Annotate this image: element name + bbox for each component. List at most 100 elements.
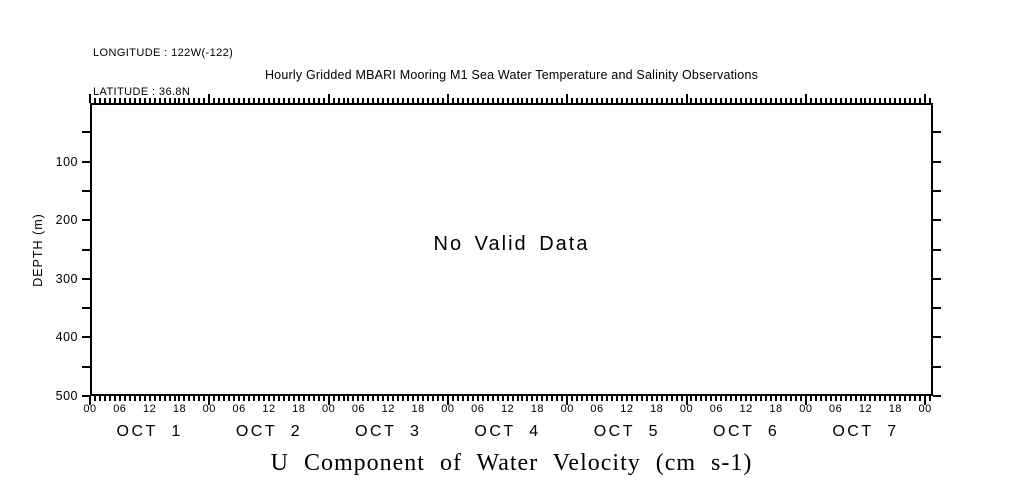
x-tick-bottom	[715, 396, 718, 401]
x-tick-top	[337, 98, 340, 103]
x-tick-top	[387, 98, 390, 103]
x-tick-top	[486, 98, 489, 103]
x-tick-bottom	[620, 396, 623, 401]
x-tick-top	[377, 98, 380, 103]
x-tick-bottom	[824, 396, 827, 401]
x-tick-bottom	[347, 396, 350, 401]
x-tick-bottom	[198, 396, 201, 401]
x-tick-top	[809, 98, 812, 103]
x-tick-top	[770, 98, 773, 103]
y-tick-right	[933, 219, 941, 222]
x-tick-bottom	[287, 396, 290, 401]
x-tick-bottom	[829, 396, 832, 401]
x-tick-bottom	[262, 396, 265, 401]
x-tick-bottom	[735, 396, 738, 401]
x-tick-top	[625, 98, 628, 103]
hour-tick-label: 18	[888, 403, 902, 415]
x-tick-bottom	[302, 396, 305, 401]
x-tick-top	[521, 98, 524, 103]
x-tick-bottom	[422, 396, 425, 401]
hour-tick-label: 00	[321, 403, 336, 415]
x-tick-bottom	[660, 396, 663, 401]
y-tick-right	[933, 395, 941, 397]
x-tick-top	[297, 98, 300, 103]
x-tick-bottom	[223, 396, 226, 401]
x-tick-bottom	[228, 396, 231, 401]
x-tick-top	[491, 98, 494, 103]
x-tick-bottom	[327, 396, 330, 405]
x-tick-bottom	[591, 396, 594, 401]
x-tick-bottom	[466, 396, 469, 401]
x-tick-top	[213, 98, 216, 103]
x-tick-top	[755, 98, 758, 103]
x-tick-top	[919, 98, 922, 103]
x-tick-bottom	[382, 396, 385, 401]
x-tick-top	[312, 98, 315, 103]
x-tick-bottom	[789, 396, 792, 401]
x-tick-top	[466, 98, 469, 103]
x-tick-top	[779, 98, 782, 103]
x-tick-bottom	[436, 396, 439, 401]
x-tick-bottom	[695, 396, 698, 401]
x-tick-top	[814, 98, 817, 103]
x-tick-bottom	[496, 396, 499, 401]
x-tick-bottom	[362, 396, 365, 401]
day-label: OCT 7	[832, 423, 899, 440]
x-tick-top	[725, 98, 728, 103]
x-tick-top	[108, 98, 111, 103]
x-tick-bottom	[894, 396, 897, 401]
x-tick-top	[799, 98, 802, 103]
x-tick-top	[402, 98, 405, 103]
x-tick-bottom	[680, 396, 683, 401]
x-tick-top	[233, 98, 236, 103]
hour-tick-label: 06	[351, 403, 366, 415]
x-tick-top	[422, 98, 425, 103]
depth-tick-label: 200	[55, 213, 78, 228]
x-tick-top	[730, 98, 733, 103]
longitude-text: LONGITUDE : 122W(-122)	[93, 47, 234, 59]
x-tick-top	[446, 94, 449, 103]
hour-tick-label: 00	[560, 403, 574, 415]
x-tick-bottom	[133, 396, 136, 401]
x-tick-bottom	[123, 396, 126, 401]
x-tick-top	[605, 98, 608, 103]
x-tick-bottom	[576, 396, 579, 401]
x-tick-bottom	[407, 396, 410, 401]
x-tick-bottom	[919, 396, 922, 401]
x-tick-bottom	[332, 396, 335, 401]
x-tick-top	[322, 98, 325, 103]
x-tick-bottom	[665, 396, 668, 401]
x-tick-top	[287, 98, 290, 103]
x-tick-bottom	[417, 396, 420, 401]
x-tick-top	[436, 98, 439, 103]
x-tick-bottom	[635, 396, 638, 401]
x-tick-top	[854, 98, 857, 103]
x-tick-top	[178, 98, 181, 103]
hour-tick-label: 06	[709, 403, 723, 415]
x-tick-top	[700, 98, 703, 103]
hour-tick-label: 00	[83, 403, 97, 415]
hour-tick-label: 12	[500, 403, 515, 415]
y-tick-right	[933, 307, 941, 310]
hour-tick-label: 18	[411, 403, 425, 415]
x-tick-top	[869, 98, 872, 103]
x-tick-bottom	[258, 396, 261, 401]
x-tick-top	[789, 98, 792, 103]
x-tick-bottom	[412, 396, 415, 401]
x-tick-bottom	[128, 396, 131, 401]
x-tick-top	[243, 98, 246, 103]
x-tick-bottom	[929, 396, 932, 401]
x-tick-top	[640, 98, 643, 103]
x-tick-bottom	[103, 396, 106, 401]
x-tick-bottom	[775, 396, 777, 401]
x-tick-top	[173, 98, 176, 103]
x-tick-top	[710, 98, 713, 103]
y-tick-left	[82, 160, 90, 163]
x-tick-bottom	[183, 396, 186, 401]
x-tick-top	[372, 98, 375, 103]
x-tick-top	[248, 98, 251, 103]
depth-tick-label: 300	[55, 271, 78, 286]
x-tick-top	[750, 98, 753, 103]
x-tick-bottom	[924, 396, 927, 405]
x-tick-bottom	[243, 396, 246, 401]
